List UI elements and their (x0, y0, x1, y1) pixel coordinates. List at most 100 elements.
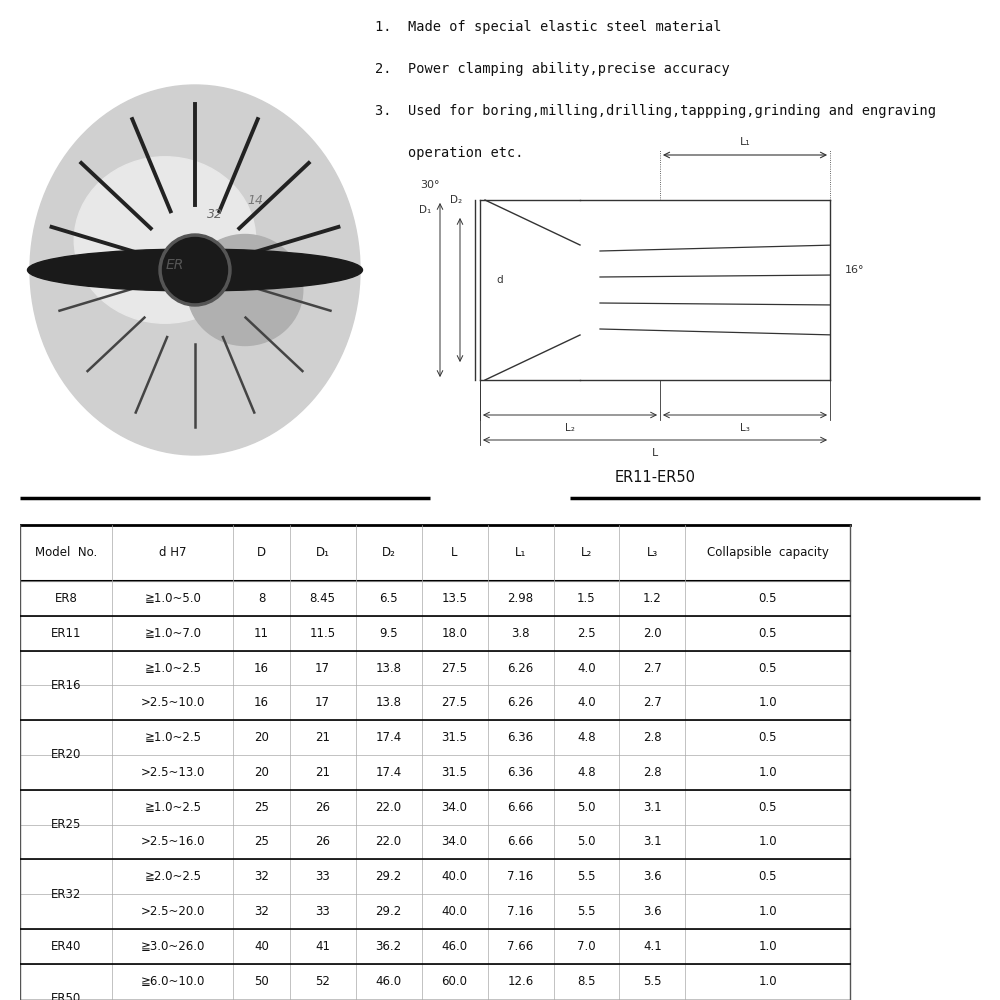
Text: 0.5: 0.5 (759, 592, 777, 605)
Text: ER20: ER20 (51, 748, 81, 761)
Text: operation etc.: operation etc. (375, 146, 524, 160)
Text: 2.8: 2.8 (643, 766, 662, 779)
Text: 7.66: 7.66 (507, 940, 534, 953)
Text: 17.4: 17.4 (375, 766, 402, 779)
Text: 40: 40 (254, 940, 269, 953)
Text: >2.5~10.0: >2.5~10.0 (141, 696, 205, 709)
Text: 13.8: 13.8 (376, 662, 402, 675)
Text: 8.5: 8.5 (577, 975, 596, 988)
Text: 6.5: 6.5 (379, 592, 398, 605)
Text: 1.0: 1.0 (759, 766, 777, 779)
Text: 21: 21 (315, 731, 330, 744)
Ellipse shape (30, 85, 360, 455)
Text: ≧3.0~26.0: ≧3.0~26.0 (141, 940, 205, 953)
Text: 0.5: 0.5 (759, 627, 777, 640)
Text: 33: 33 (315, 905, 330, 918)
Text: 6.36: 6.36 (507, 731, 534, 744)
Text: 40.0: 40.0 (442, 905, 468, 918)
Text: 60.0: 60.0 (442, 975, 468, 988)
Text: Collapsible  capacity: Collapsible capacity (707, 546, 829, 559)
Text: L₁: L₁ (515, 546, 526, 559)
Text: L₃: L₃ (647, 546, 658, 559)
Text: >2.5~13.0: >2.5~13.0 (141, 766, 205, 779)
Text: 3.  Used for boring,milling,drilling,tappping,grinding and engraving: 3. Used for boring,milling,drilling,tapp… (375, 104, 936, 118)
Ellipse shape (162, 237, 228, 302)
Text: L₃: L₃ (740, 423, 750, 433)
Text: 7.0: 7.0 (577, 940, 596, 953)
Text: ER50: ER50 (51, 992, 81, 1000)
Text: 16: 16 (254, 696, 269, 709)
Text: 29.2: 29.2 (375, 905, 402, 918)
Text: 46.0: 46.0 (441, 940, 468, 953)
Text: 40.0: 40.0 (442, 870, 468, 883)
Text: D: D (257, 546, 266, 559)
Text: 34.0: 34.0 (442, 801, 468, 814)
Text: 13.8: 13.8 (376, 696, 402, 709)
Text: 4.8: 4.8 (577, 731, 596, 744)
Text: ≧1.0~5.0: ≧1.0~5.0 (144, 592, 201, 605)
Text: 2.7: 2.7 (643, 662, 662, 675)
Text: L: L (652, 448, 658, 458)
Text: 5.0: 5.0 (577, 835, 596, 848)
Text: 30°: 30° (420, 180, 440, 190)
Text: 31.5: 31.5 (442, 766, 468, 779)
Text: ER: ER (166, 258, 184, 272)
Text: 0.5: 0.5 (759, 731, 777, 744)
Text: 3.6: 3.6 (643, 870, 662, 883)
Text: 7.16: 7.16 (507, 870, 534, 883)
Text: 5.5: 5.5 (643, 975, 662, 988)
Text: 1.5: 1.5 (577, 592, 596, 605)
Text: 1.0: 1.0 (759, 905, 777, 918)
Text: 13.5: 13.5 (442, 592, 468, 605)
Text: 0.5: 0.5 (759, 870, 777, 883)
Text: d: d (497, 275, 503, 285)
Text: 6.26: 6.26 (507, 696, 534, 709)
Text: 52: 52 (315, 975, 330, 988)
Text: 1.0: 1.0 (759, 940, 777, 953)
Text: 36.2: 36.2 (376, 940, 402, 953)
Text: 4.8: 4.8 (577, 766, 596, 779)
Text: 3.6: 3.6 (643, 905, 662, 918)
Text: 32: 32 (254, 870, 269, 883)
Text: 5.0: 5.0 (577, 801, 596, 814)
Text: 1.0: 1.0 (759, 835, 777, 848)
Text: 41: 41 (315, 940, 330, 953)
Text: 25: 25 (254, 801, 269, 814)
Text: ≧1.0~2.5: ≧1.0~2.5 (144, 801, 201, 814)
Text: D₂: D₂ (382, 546, 396, 559)
Text: ≧2.0~2.5: ≧2.0~2.5 (144, 870, 201, 883)
Text: 29.2: 29.2 (375, 870, 402, 883)
Text: d H7: d H7 (159, 546, 187, 559)
Text: 22.0: 22.0 (376, 835, 402, 848)
Text: 4.1: 4.1 (643, 940, 662, 953)
Text: 17: 17 (315, 662, 330, 675)
Text: 20: 20 (254, 731, 269, 744)
Text: 0.5: 0.5 (759, 662, 777, 675)
Text: 2.  Power clamping ability,precise accuracy: 2. Power clamping ability,precise accura… (375, 62, 730, 76)
Text: 6.26: 6.26 (507, 662, 534, 675)
Text: 4.0: 4.0 (577, 662, 596, 675)
Text: L₁: L₁ (740, 137, 750, 147)
Text: 2.0: 2.0 (643, 627, 662, 640)
Text: 33: 33 (315, 870, 330, 883)
Text: >2.5~20.0: >2.5~20.0 (141, 905, 205, 918)
Text: D₁: D₁ (419, 205, 431, 215)
Text: 2.7: 2.7 (643, 696, 662, 709)
Text: 3.1: 3.1 (643, 801, 662, 814)
Text: ≧1.0~2.5: ≧1.0~2.5 (144, 662, 201, 675)
Text: 32: 32 (207, 209, 223, 222)
Ellipse shape (187, 234, 303, 346)
Text: 46.0: 46.0 (376, 975, 402, 988)
Text: 17: 17 (315, 696, 330, 709)
Text: ER11: ER11 (51, 627, 81, 640)
Text: 8: 8 (258, 592, 265, 605)
Text: 2.5: 2.5 (577, 627, 596, 640)
Text: 27.5: 27.5 (441, 662, 468, 675)
Text: 7.16: 7.16 (507, 905, 534, 918)
Text: 17.4: 17.4 (375, 731, 402, 744)
Text: 0.5: 0.5 (759, 801, 777, 814)
Text: 3.8: 3.8 (511, 627, 530, 640)
Text: L: L (451, 546, 458, 559)
Text: 25: 25 (254, 835, 269, 848)
Text: 6.36: 6.36 (507, 766, 534, 779)
